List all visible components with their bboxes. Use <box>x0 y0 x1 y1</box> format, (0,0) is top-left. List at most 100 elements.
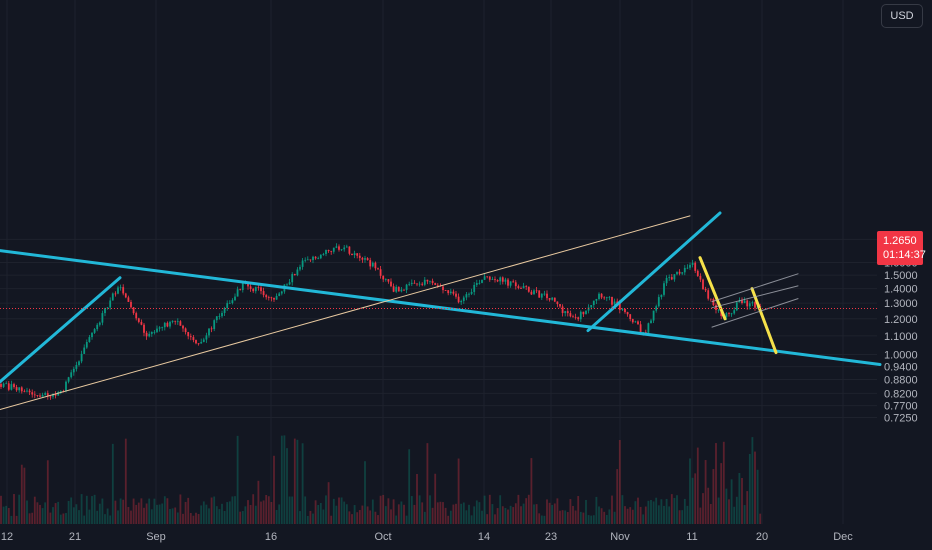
drawing-cyan-rally-2[interactable] <box>586 211 722 333</box>
time-tick-label: 23 <box>545 531 557 543</box>
volume-bar <box>572 505 574 524</box>
candle-body <box>122 287 125 294</box>
candle-body <box>611 296 613 305</box>
candle-body <box>374 262 377 269</box>
time-tick-label: Nov <box>610 531 630 543</box>
volume-bar <box>379 495 382 524</box>
volume-bar <box>270 501 273 524</box>
volume-bar <box>720 463 723 524</box>
candle-body <box>629 314 632 320</box>
candle-body <box>52 394 54 397</box>
candle-body <box>161 327 164 328</box>
volume-bar <box>559 510 561 524</box>
volume-bar <box>223 511 226 524</box>
candle-body <box>91 332 93 338</box>
candle-body <box>668 277 671 278</box>
candle-body <box>153 331 156 333</box>
volume-bar <box>400 501 403 524</box>
candle-body <box>202 339 205 342</box>
candle-body <box>572 316 574 318</box>
drawing-channel-upper[interactable] <box>711 273 799 303</box>
volume-bar <box>148 498 151 524</box>
volume-bar <box>296 439 299 524</box>
volume-bar <box>574 510 577 524</box>
price-tick-label: 0.8800 <box>884 375 918 387</box>
volume-bar <box>551 505 554 524</box>
volume-bar <box>421 502 424 524</box>
time-axis[interactable]: 12 21 Sep 16 Oct 14 23 Nov 11 20 Dec <box>1 531 853 543</box>
candle-body <box>345 246 348 248</box>
volume-bar <box>189 513 192 524</box>
candle-body <box>751 302 754 304</box>
candle-body <box>468 293 470 295</box>
drawing-channel-mid[interactable] <box>711 285 799 309</box>
volume-bar <box>348 511 351 524</box>
volume-bar <box>564 510 567 524</box>
candle-body <box>358 255 361 258</box>
volume-bar <box>603 511 606 524</box>
price-tick-label: 1.3000 <box>884 298 918 310</box>
volume-bar <box>78 510 80 524</box>
candle-body <box>322 253 325 255</box>
volume-bar <box>403 504 405 524</box>
candle-body <box>327 250 330 251</box>
candle-body <box>353 253 356 256</box>
volume-bar <box>533 504 535 524</box>
candle-body <box>743 300 746 304</box>
drawing-channel-lower[interactable] <box>711 298 799 328</box>
candle-body <box>655 306 658 311</box>
candle-body <box>707 290 710 299</box>
candle-body <box>384 279 387 280</box>
volume-bar <box>387 498 390 524</box>
volume-bar <box>335 505 338 524</box>
candle-body <box>127 297 130 302</box>
candle-body <box>735 302 738 311</box>
volume-bar <box>504 507 507 524</box>
drawing-tan-long-uptrend[interactable] <box>0 215 691 411</box>
candle-body <box>228 303 231 304</box>
candle-body <box>514 282 517 287</box>
candle-body <box>93 329 96 333</box>
candle-body <box>249 286 252 289</box>
candle-body <box>301 260 304 267</box>
volume-bar <box>681 510 684 524</box>
volume-bar <box>499 495 502 524</box>
candle-body <box>517 286 520 289</box>
volume-bar <box>569 499 572 524</box>
volume-bar <box>319 502 322 524</box>
volume-bar <box>483 495 486 524</box>
drawing-cyan-rally-1[interactable] <box>0 276 122 384</box>
volume-bar <box>158 504 161 524</box>
volume-bar <box>655 497 658 524</box>
volume-bar <box>683 498 686 524</box>
volume-bar <box>546 499 548 524</box>
volume-bar <box>512 507 515 524</box>
volume-bar <box>611 495 613 524</box>
volume-bar <box>28 513 31 524</box>
volume-bar <box>101 498 104 524</box>
drawing-yellow-drop-2[interactable] <box>750 287 778 355</box>
volume-bar <box>637 497 639 524</box>
candles <box>0 243 762 400</box>
volume-bar <box>18 494 21 524</box>
volume-bar <box>369 510 372 524</box>
volume-bar <box>590 515 593 524</box>
candle-body <box>88 337 91 343</box>
volume-bar <box>267 496 270 524</box>
drawing-cyan-long-downtrend[interactable] <box>0 249 882 367</box>
candle-body <box>746 300 749 307</box>
volume-bar <box>678 510 681 524</box>
candle-body <box>561 306 564 314</box>
candle-body <box>223 308 226 313</box>
volume-bar <box>226 502 229 524</box>
volume-bar <box>228 501 231 524</box>
candle-body <box>486 276 489 278</box>
candle-body <box>564 311 567 314</box>
candle-body <box>101 313 104 323</box>
candle-body <box>748 303 751 307</box>
candle-body <box>681 272 684 274</box>
candle-body <box>741 300 743 304</box>
volume-bar <box>429 495 431 524</box>
currency-button[interactable]: USD <box>881 4 923 28</box>
